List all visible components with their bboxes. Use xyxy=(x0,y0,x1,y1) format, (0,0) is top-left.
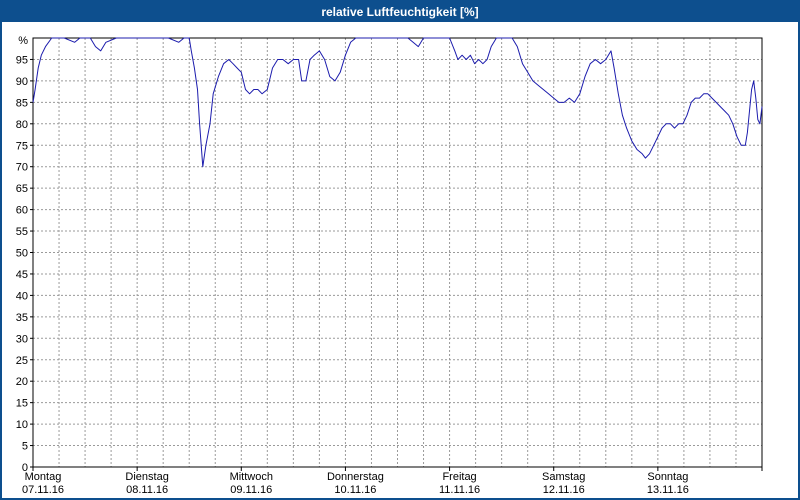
y-axis-tick-label: 55 xyxy=(16,226,28,238)
y-axis-tick-label: 85 xyxy=(16,97,28,109)
y-axis-tick-label: 30 xyxy=(16,333,28,345)
x-axis-day-label: Freitag xyxy=(442,471,476,483)
y-axis-tick-label: 45 xyxy=(16,269,28,281)
x-axis-date-label: 11.11.16 xyxy=(439,484,480,496)
x-axis-date-label: 10.11.16 xyxy=(334,484,376,496)
y-axis-tick-label: 35 xyxy=(16,312,28,324)
y-axis-unit-label: % xyxy=(18,35,28,47)
y-axis-tick-label: 60 xyxy=(16,205,28,217)
y-axis-tick-label: 80 xyxy=(16,119,28,131)
y-axis-tick-label: 0 xyxy=(22,462,28,474)
y-axis-tick-label: 40 xyxy=(16,290,28,302)
title-bar: relative Luftfeuchtigkeit [%] xyxy=(2,2,798,22)
x-axis-day-label: Samstag xyxy=(542,471,585,483)
chart-area: 0 5 10 15 20 25 30 35 40 45 50 55 60 65 70 75 80 85 90 95% M… xyxy=(2,22,798,498)
y-axis-tick-label: 65 xyxy=(16,183,28,195)
y-axis-tick-label: 70 xyxy=(16,162,28,174)
x-axis-day-label: Mittwoch xyxy=(230,471,273,483)
x-axis-date-label: 07.11.16 xyxy=(22,484,64,496)
chart-title: relative Luftfeuchtigkeit [%] xyxy=(321,5,479,19)
x-axis-date-label: 13.11.16 xyxy=(647,484,689,496)
y-axis-tick-label: 90 xyxy=(16,76,28,88)
y-axis-tick-label: 5 xyxy=(22,441,28,453)
x-axis-day-label: Dienstag xyxy=(125,471,168,483)
humidity-chart: 0 5 10 15 20 25 30 35 40 45 50 55 60 65 70 75 80 85 90 95% M… xyxy=(16,35,763,496)
y-axis-tick-label: 15 xyxy=(16,398,28,410)
y-axis-tick-label: 20 xyxy=(16,376,28,388)
x-axis-date-label: 08.11.16 xyxy=(126,484,168,496)
y-axis-tick-label: 75 xyxy=(16,140,28,152)
x-axis-day-label: Donnerstag xyxy=(327,471,384,483)
y-axis-tick-label: 50 xyxy=(16,248,28,260)
y-axis-tick-label: 25 xyxy=(16,355,28,367)
y-axis-tick-label: 95 xyxy=(16,54,28,66)
humidity-line xyxy=(32,37,763,168)
x-axis-day-label: Sonntag xyxy=(647,471,688,483)
x-axis-day-label: Montag xyxy=(25,471,62,483)
x-axis-date-label: 12.11.16 xyxy=(543,484,585,496)
x-axis-date-label: 09.11.16 xyxy=(230,484,272,496)
y-axis-tick-label: 10 xyxy=(16,419,28,431)
